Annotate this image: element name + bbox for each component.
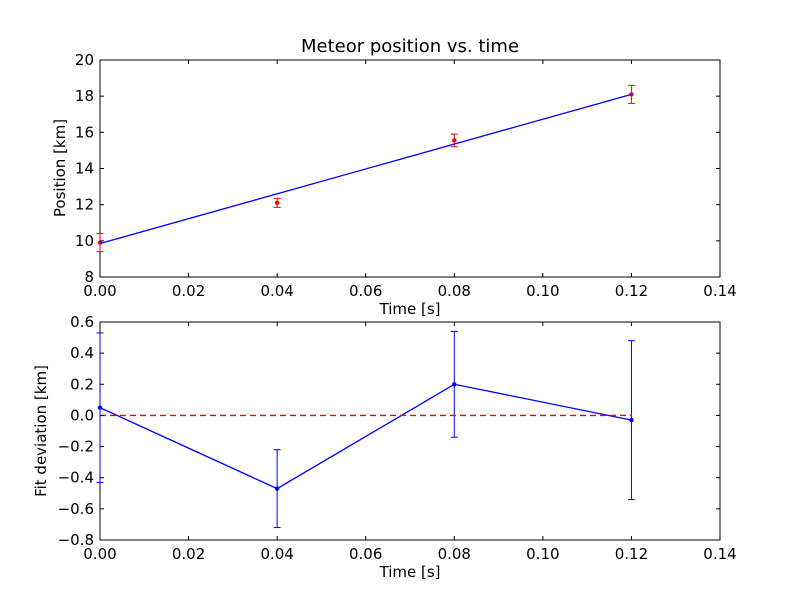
position-data-point — [452, 138, 457, 143]
position-panel: Meteor position vs. time 0.00 0.02 0.04 0.0… — [51, 36, 737, 318]
position-y-tick-label: 8 — [84, 268, 94, 286]
deviation-x-tick-label: 0.14 — [703, 545, 736, 563]
deviation-data-point — [452, 382, 457, 387]
deviation-series-line — [99, 383, 632, 490]
deviation-x-tick-label: 0.00 — [83, 545, 116, 563]
position-y-tick-label: 18 — [75, 87, 94, 105]
deviation-y-tick-label: 0.2 — [70, 375, 94, 393]
position-y-tick-label: 16 — [75, 123, 94, 141]
position-x-axis-label: Time [s] — [379, 300, 441, 318]
deviation-x-tick-label: 0.08 — [438, 545, 471, 563]
position-x-tick-label: 0.08 — [438, 282, 471, 300]
position-marks — [96, 84, 635, 253]
deviation-x-tick-label: 0.04 — [260, 545, 293, 563]
position-x-tick-label: 0.12 — [615, 282, 648, 300]
deviation-y-tick-label: 0.4 — [70, 344, 94, 362]
deviation-marks — [96, 330, 635, 529]
deviation-y-tick-label: 0.0 — [70, 406, 94, 424]
deviation-x-tick-label: 0.12 — [615, 545, 648, 563]
deviation-data-point — [629, 417, 634, 423]
position-y-tick-label: 20 — [75, 51, 94, 69]
position-y-tick-label: 14 — [75, 160, 94, 178]
deviation-x-tick-label: 0.02 — [172, 545, 205, 563]
deviation-panel: 0.00 0.02 0.04 0.06 0.08 0.10 0.12 0.14 −0.8 −0.6… — [32, 313, 737, 581]
deviation-y-tick-label: −0.2 — [58, 438, 94, 456]
deviation-data-point — [274, 486, 280, 491]
chart-title: Meteor position vs. time — [301, 36, 519, 57]
deviation-y-tick-label: −0.4 — [58, 469, 94, 487]
deviation-data-point — [97, 405, 103, 410]
deviation-plot-area — [99, 321, 721, 541]
position-x-tick-label: 0.02 — [172, 282, 205, 300]
position-x-tick-label: 0.14 — [703, 282, 736, 300]
position-y-tick-label: 12 — [75, 196, 94, 214]
deviation-x-tick-label: 0.10 — [526, 545, 559, 563]
deviation-y-tick-label: −0.8 — [58, 531, 94, 549]
position-plot-area — [99, 59, 721, 278]
deviation-x-tick-label: 0.06 — [349, 545, 382, 563]
position-y-axis-label: Position [km] — [51, 119, 69, 217]
position-x-tick-label: 0.04 — [260, 282, 293, 300]
deviation-y-tick-label: −0.6 — [58, 500, 94, 518]
deviation-y-axis-label: Fit deviation [km] — [32, 365, 50, 497]
position-x-tick-label: 0.10 — [526, 282, 559, 300]
position-data-point — [274, 200, 280, 206]
deviation-y-tick-label: 0.6 — [70, 313, 94, 331]
deviation-ticks: 0.00 0.02 0.04 0.06 0.08 0.10 0.12 0.14 −0.8 −0.6… — [58, 313, 737, 563]
position-x-tick-label: 0.00 — [83, 282, 116, 300]
position-x-tick-label: 0.06 — [349, 282, 382, 300]
position-ticks: 0.00 0.02 0.04 0.06 0.08 0.10 0.12 0.14 8 10 12 14 1… — [75, 51, 737, 300]
position-fit-line — [99, 93, 632, 245]
position-y-tick-label: 10 — [75, 232, 94, 250]
deviation-x-axis-label: Time [s] — [379, 563, 441, 581]
